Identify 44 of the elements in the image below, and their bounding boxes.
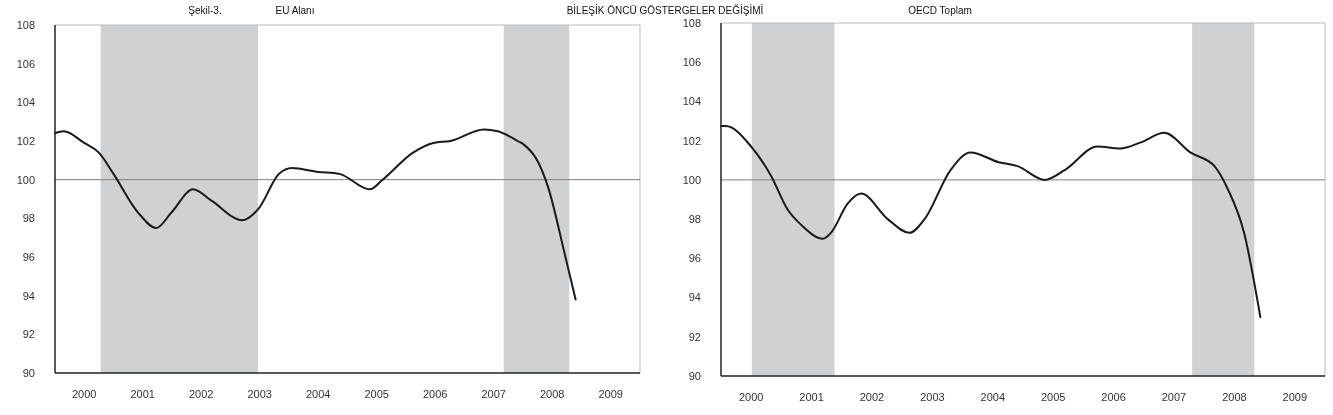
y-tick-label: 94: [688, 291, 701, 304]
x-tick-label: 2006: [423, 388, 448, 400]
x-tick-label: 2007: [481, 388, 506, 400]
y-tick-label: 90: [22, 366, 35, 379]
x-tick-label: 2004: [306, 388, 331, 400]
y-tick-label: 96: [22, 250, 35, 263]
y-tick-label: 100: [682, 173, 701, 186]
x-tick-label: 2008: [540, 388, 565, 400]
y-tick-label: 98: [688, 212, 701, 225]
y-tick-label: 94: [22, 289, 35, 302]
y-tick-label: 104: [16, 96, 35, 109]
y-tick-label: 102: [16, 134, 35, 147]
chart-title: EU Alanı: [275, 5, 315, 16]
text: BİLEŞİK ÖNCÜ GÖSTERGELER DEĞİŞİMİ: [566, 4, 764, 16]
y-tick-label: 98: [22, 212, 35, 225]
y-tick-label: 104: [682, 95, 701, 108]
y-tick-label: 92: [688, 330, 701, 343]
y-tick-label: 102: [682, 134, 701, 147]
x-tick-label: 2009: [1282, 391, 1308, 403]
x-tick-label: 2000: [72, 388, 97, 400]
x-tick-label: 2001: [799, 391, 824, 403]
y-tick-label: 106: [682, 56, 701, 69]
x-tick-label: 2003: [247, 388, 272, 400]
x-tick-label: 2008: [1222, 391, 1247, 403]
chart-title: OECD Toplam: [908, 5, 972, 16]
x-tick-label: 2005: [1040, 391, 1066, 403]
x-tick-label: 2000: [738, 391, 764, 403]
y-tick-label: 100: [16, 173, 35, 186]
y-tick-label: 106: [16, 57, 35, 70]
x-tick-label: 2002: [189, 388, 214, 400]
y-tick-label: 92: [22, 328, 35, 341]
x-tick-label: 2005: [364, 388, 389, 400]
x-tick-label: 2003: [920, 391, 945, 403]
y-tick-label: 96: [688, 252, 701, 265]
x-tick-label: 2004: [980, 391, 1006, 403]
x-tick-label: 2006: [1101, 391, 1126, 403]
x-tick-label: 2009: [598, 388, 623, 400]
y-tick-label: 108: [16, 18, 35, 31]
x-tick-label: 2007: [1161, 391, 1187, 403]
x-tick-label: 2002: [859, 391, 885, 403]
y-tick-label: 90: [688, 369, 701, 382]
x-tick-label: 2001: [130, 388, 155, 400]
text: Şekil-3.: [188, 5, 222, 16]
y-tick-label: 108: [682, 16, 701, 29]
